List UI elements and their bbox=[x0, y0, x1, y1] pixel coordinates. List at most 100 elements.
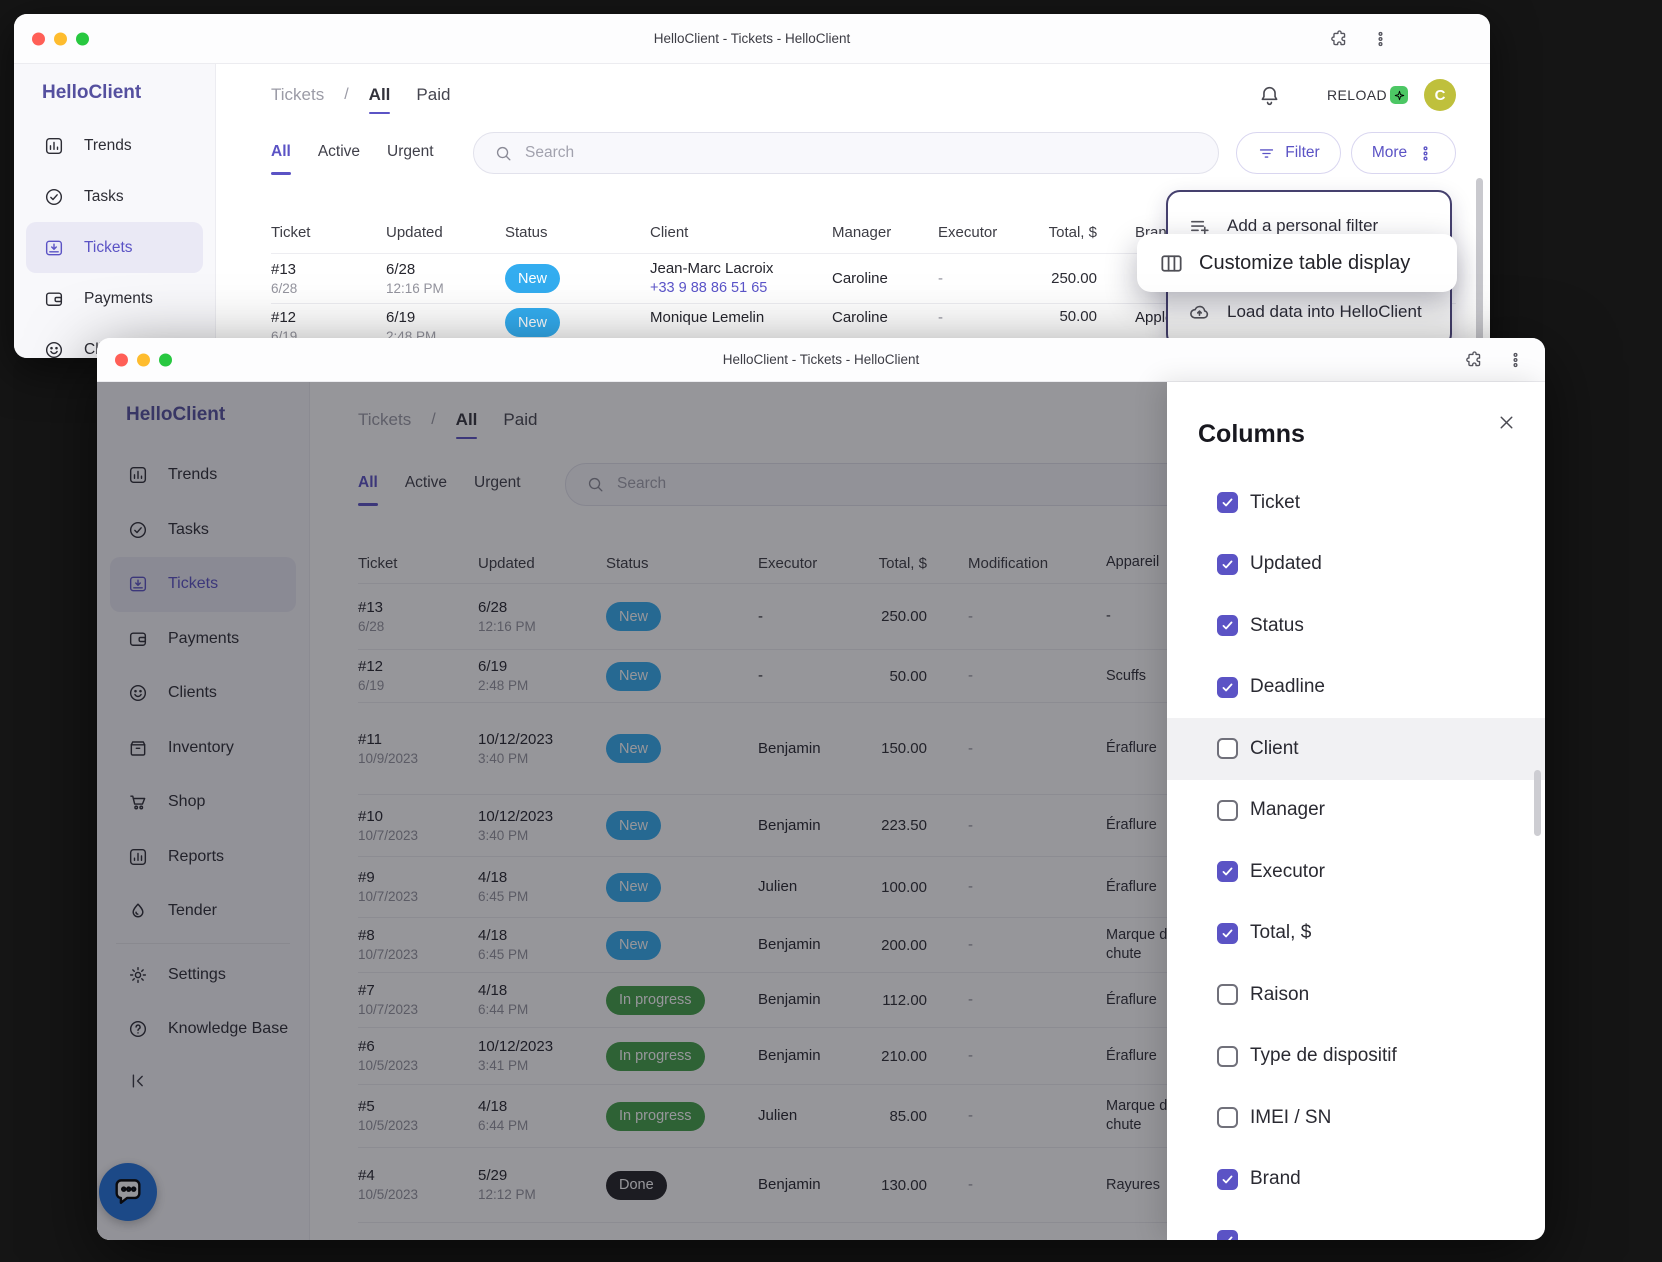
header-status[interactable]: Status bbox=[606, 555, 649, 572]
window-controls[interactable] bbox=[115, 353, 172, 366]
header-executor[interactable]: Executor bbox=[938, 224, 998, 241]
column-toggle-row[interactable] bbox=[1167, 1210, 1545, 1240]
header-executor[interactable]: Executor bbox=[758, 555, 818, 572]
column-toggle-row[interactable]: Ticket bbox=[1167, 472, 1545, 534]
sidebar-item[interactable]: Knowledge Base bbox=[110, 1002, 296, 1057]
column-toggle-row[interactable]: Executor bbox=[1167, 841, 1545, 903]
column-toggle-row[interactable]: Total, $ bbox=[1167, 903, 1545, 965]
sidebar-item[interactable]: Trends bbox=[26, 120, 203, 171]
sidebar-item[interactable]: Tender bbox=[110, 884, 296, 939]
browser-menu-icon[interactable] bbox=[1506, 350, 1525, 369]
ticket-row[interactable]: #12 6/19 6/19 2:48 PM New Monique Lemelin … bbox=[271, 304, 1456, 358]
minimize-window-button[interactable] bbox=[54, 32, 67, 45]
checkbox[interactable] bbox=[1217, 738, 1238, 760]
checkbox[interactable] bbox=[1217, 1107, 1238, 1129]
header-total[interactable]: Total, $ bbox=[878, 555, 927, 572]
header-modification[interactable]: Modification bbox=[968, 555, 1049, 572]
filter-tab[interactable]: All bbox=[358, 474, 378, 506]
filter-tab[interactable]: All bbox=[271, 143, 291, 175]
checkbox[interactable] bbox=[1217, 1230, 1238, 1240]
search-input[interactable] bbox=[525, 144, 1198, 162]
header-manager[interactable]: Manager bbox=[832, 224, 892, 241]
sidebar-item[interactable]: Trends bbox=[110, 448, 296, 503]
breadcrumb-link-paid[interactable]: Paid bbox=[416, 85, 451, 104]
sidebar-item[interactable]: Shop bbox=[110, 775, 296, 830]
checkbox[interactable] bbox=[1217, 1045, 1238, 1067]
sidebar-item[interactable]: Tickets bbox=[110, 557, 296, 612]
breadcrumb-link-all[interactable]: All bbox=[455, 410, 478, 439]
sidebar-item[interactable]: Clients bbox=[110, 666, 296, 721]
support-chat-button[interactable] bbox=[99, 1163, 157, 1221]
ticket-row[interactable]: #5 10/5/2023 4/18 6:44 PM In progress Juli… bbox=[358, 1085, 1545, 1148]
filter-tab[interactable]: Active bbox=[404, 474, 448, 491]
sidebar-item[interactable]: Tickets bbox=[26, 222, 203, 273]
reload-button[interactable]: RELOAD bbox=[1327, 86, 1408, 104]
column-toggle-row[interactable]: Manager bbox=[1167, 780, 1545, 842]
search-bar[interactable] bbox=[473, 132, 1219, 174]
search-input[interactable] bbox=[617, 475, 1227, 493]
checkbox[interactable] bbox=[1217, 861, 1238, 883]
browser-menu-icon[interactable] bbox=[1371, 29, 1390, 48]
more-button[interactable]: More bbox=[1351, 132, 1456, 174]
ticket-row[interactable]: #10 10/7/2023 10/12/2023 3:40 PM New Benja… bbox=[358, 795, 1545, 857]
search-bar[interactable] bbox=[565, 462, 1248, 506]
checkbox[interactable] bbox=[1217, 922, 1238, 944]
column-toggle-row[interactable]: Type de dispositif bbox=[1167, 1026, 1545, 1088]
checkbox[interactable] bbox=[1217, 984, 1238, 1006]
ticket-row[interactable]: #12 6/19 6/19 2:48 PM New - 50.00 - Scuffs bbox=[358, 650, 1545, 703]
filter-tab[interactable]: Urgent bbox=[387, 143, 434, 160]
scrollbar[interactable] bbox=[1534, 770, 1541, 836]
header-updated[interactable]: Updated bbox=[478, 555, 535, 572]
header-device[interactable]: Appareil bbox=[1106, 554, 1160, 570]
header-ticket[interactable]: Ticket bbox=[271, 224, 311, 241]
filter-button[interactable]: Filter bbox=[1236, 132, 1341, 174]
sidebar-item[interactable]: Payments bbox=[26, 273, 203, 324]
sidebar-item[interactable]: Reports bbox=[110, 830, 296, 885]
close-window-button[interactable] bbox=[115, 353, 128, 366]
column-toggle-row[interactable]: Raison bbox=[1167, 964, 1545, 1026]
filter-tab[interactable]: Active bbox=[317, 143, 361, 160]
minimize-window-button[interactable] bbox=[137, 353, 150, 366]
column-toggle-row[interactable]: Client bbox=[1167, 718, 1545, 780]
checkbox[interactable] bbox=[1217, 615, 1238, 637]
ticket-row[interactable]: #11 10/9/2023 10/12/2023 3:40 PM New Benja… bbox=[358, 703, 1545, 795]
ticket-row[interactable]: #13 6/28 6/28 12:16 PM New Jean-Marc Lacro… bbox=[271, 254, 1456, 304]
column-toggle-row[interactable]: IMEI / SN bbox=[1167, 1087, 1545, 1149]
header-client[interactable]: Client bbox=[650, 224, 689, 241]
column-toggle-row[interactable]: Status bbox=[1167, 595, 1545, 657]
column-toggle-row[interactable]: Deadline bbox=[1167, 657, 1545, 719]
close-icon[interactable] bbox=[1496, 412, 1517, 433]
ticket-row[interactable]: #8 10/7/2023 4/18 6:45 PM New Benjamin 200… bbox=[358, 918, 1545, 973]
sidebar-item[interactable]: Payments bbox=[110, 612, 296, 667]
header-status[interactable]: Status bbox=[505, 224, 548, 241]
window-controls[interactable] bbox=[32, 32, 89, 45]
client-phone[interactable]: +33 9 88 86 51 65 bbox=[650, 280, 768, 296]
column-toggle-row[interactable]: Updated bbox=[1167, 534, 1545, 596]
avatar[interactable]: C bbox=[1424, 79, 1456, 111]
breadcrumb-link-all[interactable]: All bbox=[368, 85, 391, 114]
extension-icon[interactable] bbox=[1465, 350, 1484, 369]
zoom-window-button[interactable] bbox=[76, 32, 89, 45]
sidebar-item[interactable]: Inventory bbox=[110, 721, 296, 776]
filter-tab[interactable]: Urgent bbox=[474, 474, 521, 491]
collapse-sidebar-icon[interactable] bbox=[128, 1071, 148, 1091]
menu-item-load-data[interactable]: Load data into HelloClient bbox=[1168, 286, 1450, 338]
menu-item-add-personal-filter[interactable]: Add a personal filter bbox=[1168, 200, 1450, 252]
extension-icon[interactable] bbox=[1330, 29, 1349, 48]
header-total[interactable]: Total, $ bbox=[1048, 224, 1097, 241]
ticket-row[interactable]: #13 6/28 6/28 12:16 PM New - 250.00 - - bbox=[358, 584, 1545, 650]
checkbox[interactable] bbox=[1217, 553, 1238, 575]
breadcrumb-link-paid[interactable]: Paid bbox=[503, 410, 538, 429]
checkbox[interactable] bbox=[1217, 1168, 1238, 1190]
sidebar-item[interactable]: Settings bbox=[110, 948, 296, 1003]
header-ticket[interactable]: Ticket bbox=[358, 555, 398, 572]
notifications-bell-icon[interactable] bbox=[1258, 84, 1281, 107]
checkbox[interactable] bbox=[1217, 799, 1238, 821]
menu-item-customize-table-display[interactable]: Customize table display bbox=[1137, 234, 1457, 292]
sidebar-item[interactable]: Tasks bbox=[110, 503, 296, 558]
zoom-window-button[interactable] bbox=[159, 353, 172, 366]
scrollbar[interactable] bbox=[1476, 178, 1483, 358]
sidebar-item[interactable]: Tasks bbox=[26, 171, 203, 222]
ticket-row[interactable]: #9 10/7/2023 4/18 6:45 PM New Julien 100.0… bbox=[358, 857, 1545, 918]
ticket-row[interactable]: #4 10/5/2023 5/29 12:12 PM Done Benjamin 1… bbox=[358, 1148, 1545, 1223]
